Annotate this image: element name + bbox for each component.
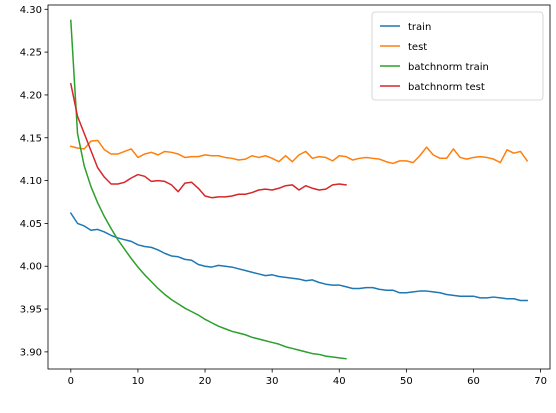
legend-label: train [408, 22, 431, 33]
legend-label: test [408, 42, 427, 53]
x-tick-label: 60 [467, 376, 480, 387]
legend-label: batchnorm test [408, 82, 485, 93]
x-tick-label: 20 [199, 376, 212, 387]
y-tick-label: 4.05 [20, 219, 42, 230]
x-tick-label: 30 [266, 376, 279, 387]
y-tick-label: 3.95 [20, 305, 42, 316]
x-tick-label: 40 [333, 376, 346, 387]
y-tick-label: 4.10 [20, 176, 42, 187]
x-axis: 0 10 20 30 40 50 60 70 [68, 369, 547, 387]
y-tick-label: 4.30 [20, 5, 42, 16]
series-line-batchnorm-train [70, 19, 347, 360]
x-tick-label: 50 [400, 376, 413, 387]
plot-frame [47, 4, 551, 370]
x-tick-label: 70 [534, 376, 547, 387]
x-tick-label: 0 [68, 376, 74, 387]
legend-box [371, 11, 544, 101]
series-line-test [69, 139, 529, 165]
y-axis: 3.90 3.95 4.00 4.05 4.10 4.15 4.20 4.25 4.30 [20, 5, 48, 358]
series-layer [69, 19, 529, 360]
y-tick-label: 3.90 [20, 347, 42, 358]
y-tick-label: 4.15 [20, 133, 42, 144]
y-tick-label: 4.25 [20, 48, 42, 59]
y-tick-label: 4.20 [20, 90, 42, 101]
y-tick-label: 4.00 [20, 262, 42, 273]
series-line-train [69, 212, 528, 302]
legend: train test batchnorm train batchnorm test [371, 11, 544, 101]
x-tick-label: 10 [132, 376, 145, 387]
series-line-batchnorm-test [69, 82, 347, 199]
legend-label: batchnorm train [408, 62, 489, 73]
